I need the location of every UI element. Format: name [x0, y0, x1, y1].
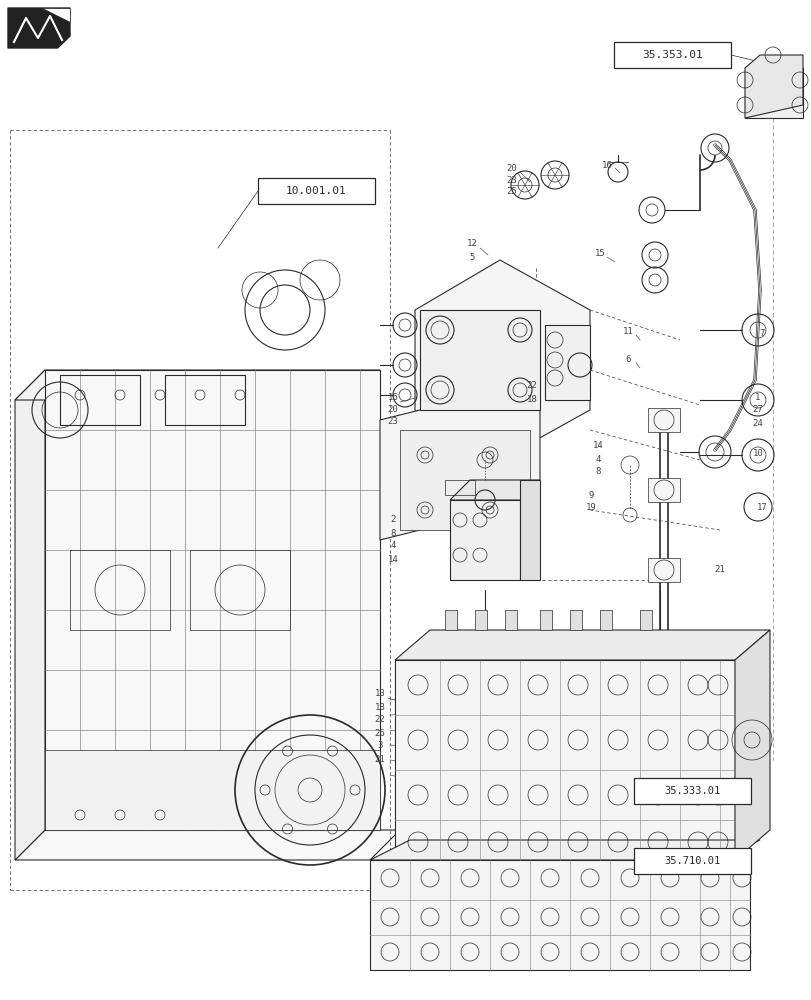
Polygon shape	[42, 8, 70, 22]
Text: 21: 21	[374, 754, 385, 764]
Text: 2: 2	[390, 516, 395, 524]
Polygon shape	[15, 830, 400, 860]
Polygon shape	[370, 840, 759, 860]
Bar	[539, 610, 551, 630]
Text: 16: 16	[601, 161, 611, 170]
Bar	[394, 660, 734, 860]
Text: 35.353.01: 35.353.01	[642, 50, 702, 60]
Polygon shape	[449, 480, 539, 500]
Text: 9: 9	[588, 490, 593, 499]
Bar	[599, 610, 611, 630]
Text: 25: 25	[506, 188, 517, 196]
Text: 19: 19	[585, 504, 595, 512]
Text: 16: 16	[387, 393, 398, 402]
Bar	[165, 375, 245, 425]
Text: 23: 23	[387, 418, 398, 426]
Text: 15: 15	[594, 249, 605, 258]
Text: 21: 21	[714, 566, 724, 574]
Bar	[569, 610, 581, 630]
Text: 35.710.01: 35.710.01	[663, 856, 719, 866]
Text: 8: 8	[390, 528, 395, 538]
Text: 35.333.01: 35.333.01	[663, 786, 719, 796]
Text: 23: 23	[506, 176, 517, 185]
Bar	[647, 558, 679, 582]
Bar	[647, 408, 679, 432]
Polygon shape	[414, 260, 590, 460]
Bar	[504, 610, 517, 630]
Text: 27: 27	[752, 406, 762, 414]
Polygon shape	[15, 370, 45, 860]
Bar	[400, 430, 530, 530]
Text: 8: 8	[594, 468, 600, 477]
Bar	[370, 860, 749, 970]
Bar	[449, 500, 519, 580]
Polygon shape	[734, 630, 769, 860]
Text: 7: 7	[758, 328, 764, 338]
Bar	[744, 68, 802, 118]
Polygon shape	[45, 750, 380, 830]
Bar	[474, 610, 487, 630]
Text: 18: 18	[374, 702, 385, 712]
Text: 4: 4	[390, 542, 395, 550]
Text: 12: 12	[466, 239, 477, 248]
Bar	[70, 550, 169, 630]
Text: 11: 11	[622, 328, 633, 336]
Bar	[544, 325, 590, 400]
Text: 20: 20	[506, 164, 517, 173]
Bar	[633, 778, 750, 804]
Bar	[647, 478, 679, 502]
Text: 1: 1	[754, 392, 760, 401]
Bar	[444, 480, 474, 495]
Text: 20: 20	[387, 406, 398, 414]
Bar	[190, 550, 290, 630]
Bar	[419, 310, 539, 410]
Polygon shape	[45, 370, 380, 830]
Polygon shape	[519, 480, 539, 580]
Text: 22: 22	[374, 716, 385, 724]
Polygon shape	[744, 55, 802, 118]
Polygon shape	[394, 630, 769, 660]
Bar	[60, 375, 139, 425]
Text: 6: 6	[624, 356, 630, 364]
Text: 10: 10	[752, 450, 762, 458]
Polygon shape	[380, 380, 539, 540]
Text: 13: 13	[374, 690, 385, 698]
Text: 17: 17	[756, 504, 766, 512]
Text: 24: 24	[752, 418, 762, 428]
Text: 26: 26	[374, 728, 385, 738]
Bar	[258, 178, 375, 204]
Polygon shape	[8, 8, 70, 48]
Bar	[639, 610, 651, 630]
Polygon shape	[15, 370, 380, 400]
Text: 10.001.01: 10.001.01	[285, 186, 346, 196]
Bar	[613, 42, 730, 68]
Text: 4: 4	[594, 454, 600, 464]
Text: 14: 14	[387, 554, 398, 564]
Bar	[633, 848, 750, 874]
Text: 22: 22	[526, 381, 537, 390]
Text: 14: 14	[592, 442, 603, 450]
Text: 3: 3	[377, 742, 382, 750]
Text: 5: 5	[469, 252, 474, 261]
Bar	[444, 610, 457, 630]
Text: 18: 18	[526, 394, 537, 403]
